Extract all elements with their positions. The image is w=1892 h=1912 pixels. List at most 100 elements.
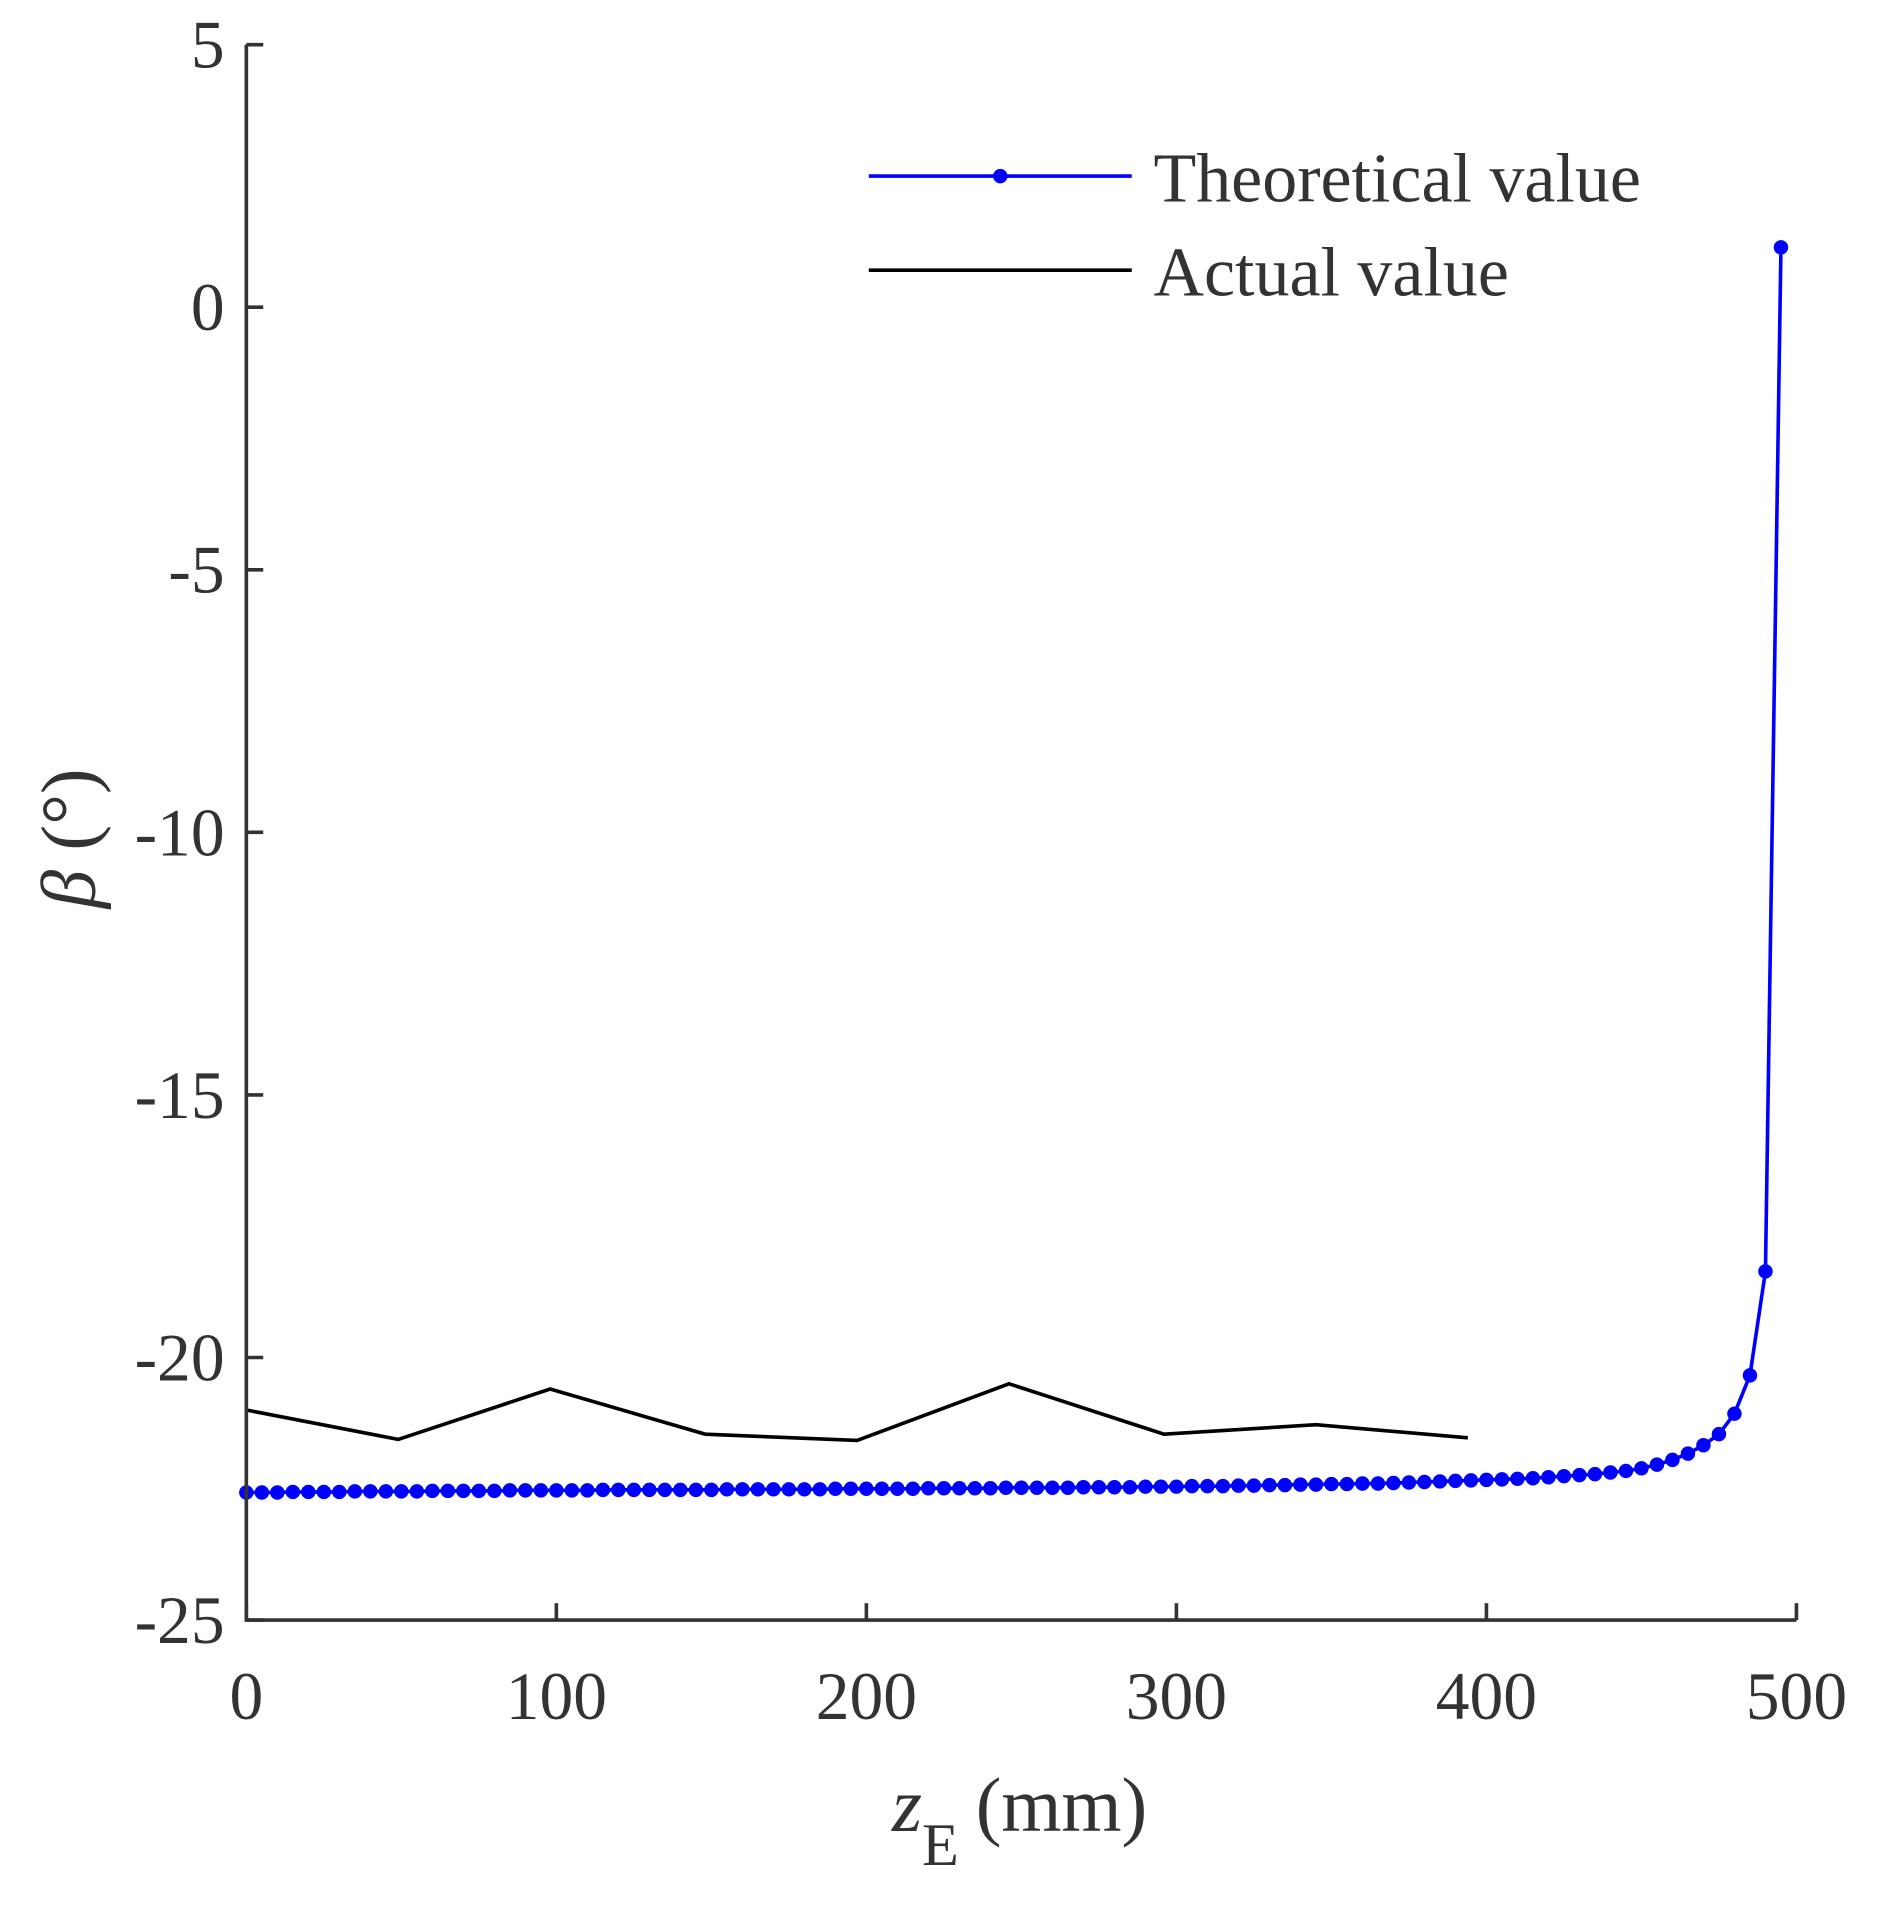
data-point-theoretical bbox=[657, 1482, 673, 1498]
data-point-theoretical bbox=[285, 1484, 301, 1500]
data-point-theoretical bbox=[1618, 1463, 1634, 1479]
data-point-theoretical bbox=[1169, 1479, 1184, 1494]
data-point-theoretical bbox=[890, 1481, 905, 1497]
data-point-theoretical bbox=[1525, 1471, 1541, 1486]
data-point-theoretical bbox=[998, 1480, 1014, 1495]
data-point-theoretical bbox=[952, 1481, 967, 1496]
data-point-theoretical bbox=[766, 1482, 781, 1497]
data-point-theoretical bbox=[1060, 1480, 1076, 1495]
y-tick-label: -25 bbox=[135, 1583, 225, 1658]
x-axis-label: zE (mm) bbox=[891, 1762, 1147, 1879]
data-point-theoretical bbox=[518, 1483, 533, 1498]
data-point-theoretical bbox=[363, 1484, 378, 1499]
data-point-theoretical bbox=[1045, 1480, 1060, 1495]
data-point-theoretical bbox=[1463, 1473, 1479, 1488]
y-tick-label: -20 bbox=[135, 1320, 225, 1395]
x-tick-label: 0 bbox=[229, 1659, 263, 1734]
x-tick-label: 400 bbox=[1436, 1659, 1537, 1734]
data-point-theoretical bbox=[1603, 1465, 1618, 1480]
data-point-theoretical bbox=[1742, 1368, 1758, 1383]
data-point-theoretical bbox=[378, 1484, 394, 1499]
data-point-theoretical bbox=[1076, 1479, 1091, 1495]
data-point-theoretical bbox=[1417, 1474, 1432, 1490]
data-point-theoretical bbox=[1479, 1472, 1494, 1488]
plot-area bbox=[239, 240, 1789, 1500]
data-point-theoretical bbox=[1432, 1474, 1448, 1489]
data-point-theoretical bbox=[1541, 1469, 1556, 1485]
data-point-theoretical bbox=[642, 1482, 657, 1498]
data-point-theoretical bbox=[921, 1481, 936, 1496]
data-point-theoretical bbox=[595, 1482, 611, 1498]
axis-lines bbox=[244, 44, 1797, 1622]
data-point-theoretical bbox=[270, 1485, 285, 1500]
data-point-theoretical bbox=[781, 1482, 797, 1497]
data-point-theoretical bbox=[828, 1481, 843, 1497]
data-point-theoretical bbox=[440, 1483, 456, 1499]
data-point-theoretical bbox=[812, 1482, 828, 1497]
data-point-theoretical bbox=[1153, 1479, 1169, 1494]
data-point-theoretical bbox=[332, 1484, 347, 1500]
data-point-theoretical bbox=[611, 1482, 626, 1498]
series-line-theoretical bbox=[246, 247, 1783, 1495]
data-point-theoretical bbox=[1758, 1264, 1773, 1279]
data-point-theoretical bbox=[797, 1482, 812, 1497]
data-point-theoretical bbox=[1494, 1472, 1510, 1487]
data-point-theoretical bbox=[394, 1484, 409, 1499]
data-point-theoretical bbox=[1556, 1468, 1572, 1484]
data-point-theoretical bbox=[1293, 1477, 1308, 1492]
data-point-theoretical bbox=[301, 1484, 316, 1500]
axes: 0 100 200 300 400 500 5 0 -5 -10 -15 -20 -25 bbox=[135, 8, 1848, 1734]
data-point-theoretical bbox=[1386, 1475, 1401, 1491]
data-point-theoretical bbox=[471, 1483, 487, 1499]
data-point-theoretical bbox=[1184, 1478, 1200, 1494]
data-point-theoretical bbox=[254, 1485, 270, 1500]
data-point-theoretical bbox=[347, 1484, 363, 1499]
x-tick-label: 100 bbox=[506, 1659, 607, 1734]
data-point-theoretical bbox=[1014, 1480, 1029, 1495]
legend-label-actual: Actual value bbox=[1153, 235, 1508, 312]
data-point-theoretical bbox=[983, 1481, 998, 1496]
data-point-theoretical bbox=[905, 1481, 921, 1497]
data-point-theoretical bbox=[1680, 1446, 1696, 1461]
data-point-theoretical bbox=[1370, 1476, 1386, 1491]
data-point-theoretical bbox=[502, 1483, 518, 1498]
x-tick-label: 500 bbox=[1746, 1659, 1847, 1734]
data-point-theoretical bbox=[456, 1483, 471, 1499]
data-point-theoretical bbox=[409, 1484, 425, 1499]
data-point-theoretical bbox=[487, 1483, 502, 1499]
data-point-theoretical bbox=[1401, 1475, 1417, 1490]
data-point-theoretical bbox=[967, 1481, 983, 1496]
data-point-theoretical bbox=[1122, 1479, 1138, 1495]
data-point-theoretical bbox=[1649, 1457, 1665, 1472]
data-point-theoretical bbox=[316, 1484, 332, 1500]
data-point-theoretical bbox=[425, 1483, 440, 1499]
data-point-theoretical bbox=[533, 1483, 549, 1498]
data-point-theoretical bbox=[1634, 1461, 1649, 1476]
data-point-theoretical bbox=[1107, 1479, 1122, 1495]
series-line-actual bbox=[245, 1381, 1468, 1443]
data-point-theoretical bbox=[549, 1483, 564, 1498]
data-point-theoretical bbox=[1773, 240, 1789, 255]
data-point-theoretical bbox=[673, 1482, 688, 1498]
y-tick-label: 5 bbox=[191, 8, 225, 83]
data-point-theoretical bbox=[1308, 1477, 1324, 1492]
data-point-theoretical bbox=[1215, 1478, 1231, 1494]
legend-label-theoretical: Theoretical value bbox=[1153, 140, 1640, 217]
data-point-theoretical bbox=[1665, 1452, 1680, 1468]
data-point-theoretical bbox=[1200, 1478, 1215, 1494]
data-point-theoretical bbox=[580, 1483, 595, 1498]
data-point-theoretical bbox=[1091, 1479, 1107, 1495]
data-point-theoretical bbox=[719, 1482, 735, 1497]
data-point-theoretical bbox=[1262, 1477, 1277, 1493]
data-point-theoretical bbox=[704, 1482, 719, 1498]
data-point-theoretical bbox=[1138, 1479, 1153, 1494]
legend: Theoretical value Actual value bbox=[868, 140, 1641, 312]
data-point-theoretical bbox=[1339, 1476, 1355, 1492]
data-point-theoretical bbox=[626, 1482, 642, 1498]
y-tick-label: -10 bbox=[135, 795, 225, 870]
y-axis-label: β(°) bbox=[25, 768, 111, 910]
y-tick-label: -5 bbox=[168, 533, 224, 608]
data-point-theoretical bbox=[1572, 1467, 1587, 1483]
data-point-theoretical bbox=[1277, 1477, 1293, 1493]
data-point-theoretical bbox=[936, 1481, 952, 1496]
